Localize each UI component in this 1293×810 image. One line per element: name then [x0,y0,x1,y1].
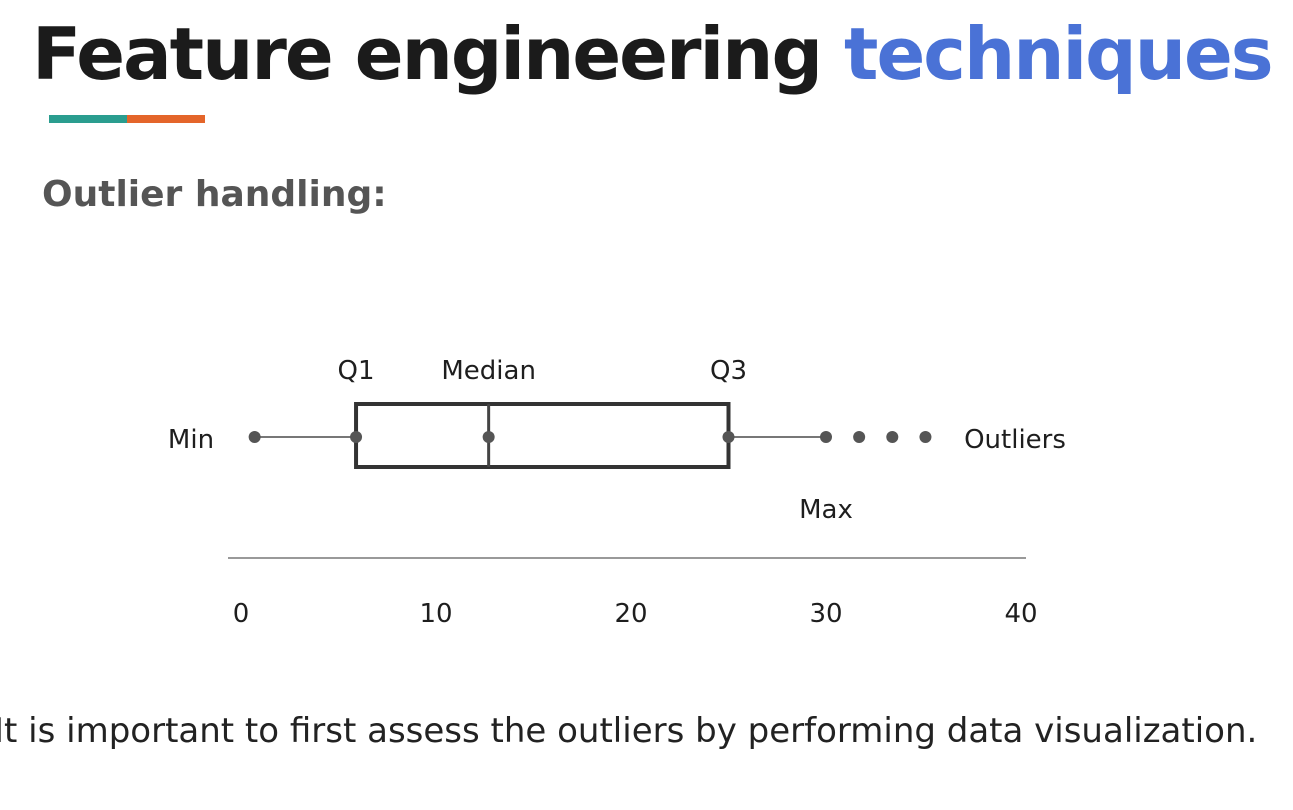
outlier-points [853,431,932,443]
median-point [482,431,495,443]
q1-point [350,431,363,443]
axis-tick-label: 0 [233,599,250,629]
outlier-point [853,431,866,443]
footer-note: It is important to first assess the outl… [0,711,1258,751]
axis-tick-label: 20 [614,599,647,629]
underline-teal-segment [49,115,127,123]
min-point [248,431,261,443]
axis-tick-label: 40 [1004,599,1037,629]
outlier-point [886,431,899,443]
outlier-point [919,431,932,443]
title-accent: techniques [844,12,1274,96]
boxplot-diagram: Min Q1 Median Q3 Max Outliers 0 10 20 30 40 [168,356,1066,629]
axis-tick-label: 10 [419,599,452,629]
axis-tick-labels: 0 10 20 30 40 [233,599,1038,629]
axis-tick-label: 30 [809,599,842,629]
q1-label: Q1 [338,356,375,386]
title-main: Feature engineering [32,12,845,96]
underline-orange-segment [127,115,205,123]
iqr-box [354,402,731,469]
q3-label: Q3 [710,356,747,386]
max-point [820,431,832,443]
title-underline [49,115,205,123]
slide-title: Feature engineering techniques [32,12,1274,96]
q3-point [722,431,735,443]
median-label: Median [441,356,536,386]
max-label: Max [799,495,853,525]
outliers-label: Outliers [964,425,1066,455]
section-subtitle: Outlier handling: [42,174,387,215]
min-label: Min [168,425,214,455]
